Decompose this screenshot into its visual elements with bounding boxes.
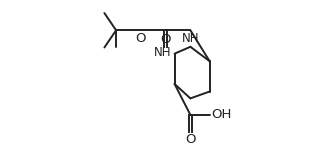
Text: O: O [185,133,196,147]
Text: NH: NH [154,46,172,59]
Text: OH: OH [212,108,232,121]
Text: O: O [160,33,171,46]
Text: NH: NH [182,32,200,45]
Text: O: O [135,32,145,45]
